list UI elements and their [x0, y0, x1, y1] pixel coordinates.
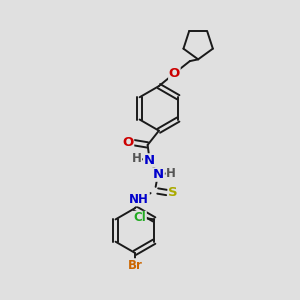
Text: H: H — [166, 167, 176, 180]
Text: NH: NH — [129, 193, 149, 206]
Text: S: S — [168, 186, 178, 199]
Text: N: N — [153, 168, 164, 181]
Text: H: H — [132, 152, 142, 165]
Text: N: N — [143, 154, 155, 167]
Text: Br: Br — [128, 259, 142, 272]
Text: Cl: Cl — [134, 212, 146, 224]
Text: O: O — [122, 136, 134, 149]
Text: O: O — [169, 67, 180, 80]
